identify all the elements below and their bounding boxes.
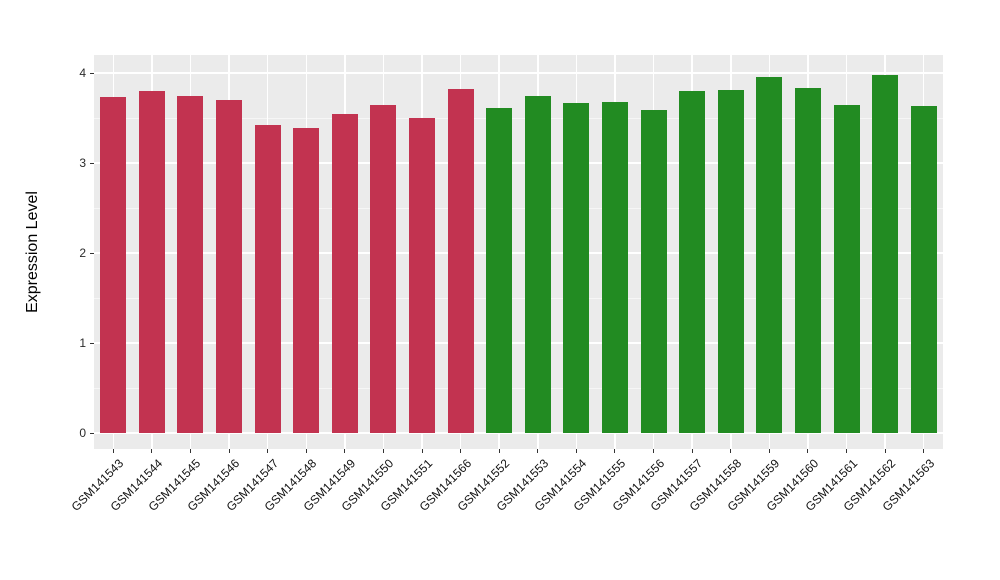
gridline-minor	[94, 387, 943, 389]
bar-GSM141554	[563, 102, 590, 433]
x-tick-mark	[228, 449, 230, 453]
plot-panel	[94, 55, 943, 449]
x-tick-mark	[151, 449, 153, 453]
x-tick-mark	[575, 449, 577, 453]
bar-GSM141547	[254, 125, 281, 433]
bar-GSM141557	[679, 91, 706, 433]
gridline-minor	[94, 207, 943, 209]
x-tick-mark	[768, 449, 770, 453]
bar-GSM141552	[486, 108, 513, 433]
bar-GSM141561	[833, 104, 860, 433]
x-tick-mark	[846, 449, 848, 453]
x-tick-mark	[498, 449, 500, 453]
x-tick-mark	[653, 449, 655, 453]
x-tick-mark	[923, 449, 925, 453]
gridline-major	[94, 252, 943, 254]
bar-GSM141549	[331, 113, 358, 433]
bar-GSM141555	[601, 101, 628, 433]
y-tick-label: 0	[79, 426, 86, 440]
bar-GSM141562	[872, 74, 899, 433]
bar-GSM141543	[100, 97, 127, 433]
x-tick-mark	[267, 449, 269, 453]
bar-GSM141566	[447, 89, 474, 433]
bar-GSM141563	[910, 106, 937, 433]
x-tick-mark	[884, 449, 886, 453]
bar-GSM141556	[640, 109, 667, 433]
bar-GSM141545	[177, 95, 204, 433]
y-tick-mark	[90, 432, 94, 434]
y-tick-label: 4	[79, 66, 86, 80]
gridline-major	[94, 432, 943, 434]
x-tick-mark	[537, 449, 539, 453]
y-tick-label: 1	[79, 336, 86, 350]
x-tick-mark	[807, 449, 809, 453]
gridline-minor	[94, 297, 943, 299]
x-tick-mark	[189, 449, 191, 453]
y-tick-label: 2	[79, 246, 86, 260]
y-tick-mark	[90, 252, 94, 254]
x-tick-mark	[421, 449, 423, 453]
x-tick-mark	[305, 449, 307, 453]
y-tick-mark	[90, 342, 94, 344]
x-tick-mark	[460, 449, 462, 453]
bar-GSM141553	[524, 95, 551, 433]
x-tick-mark	[691, 449, 693, 453]
gridline-major	[94, 72, 943, 74]
bar-GSM141544	[138, 91, 165, 433]
bar-GSM141548	[293, 127, 320, 433]
bar-GSM141551	[409, 118, 436, 433]
x-tick-mark	[112, 449, 114, 453]
bar-GSM141550	[370, 105, 397, 433]
y-tick-mark	[90, 72, 94, 74]
bar-GSM141559	[756, 76, 783, 433]
bar-GSM141558	[717, 90, 744, 433]
bar-GSM141546	[216, 100, 243, 433]
y-tick-label: 3	[79, 156, 86, 170]
x-tick-mark	[382, 449, 384, 453]
gridline-major	[94, 162, 943, 164]
x-tick-mark	[730, 449, 732, 453]
bar-GSM141560	[794, 88, 821, 433]
x-tick-mark	[614, 449, 616, 453]
x-tick-mark	[344, 449, 346, 453]
gridline-minor	[94, 117, 943, 119]
y-tick-mark	[90, 162, 94, 164]
gridline-major	[94, 342, 943, 344]
